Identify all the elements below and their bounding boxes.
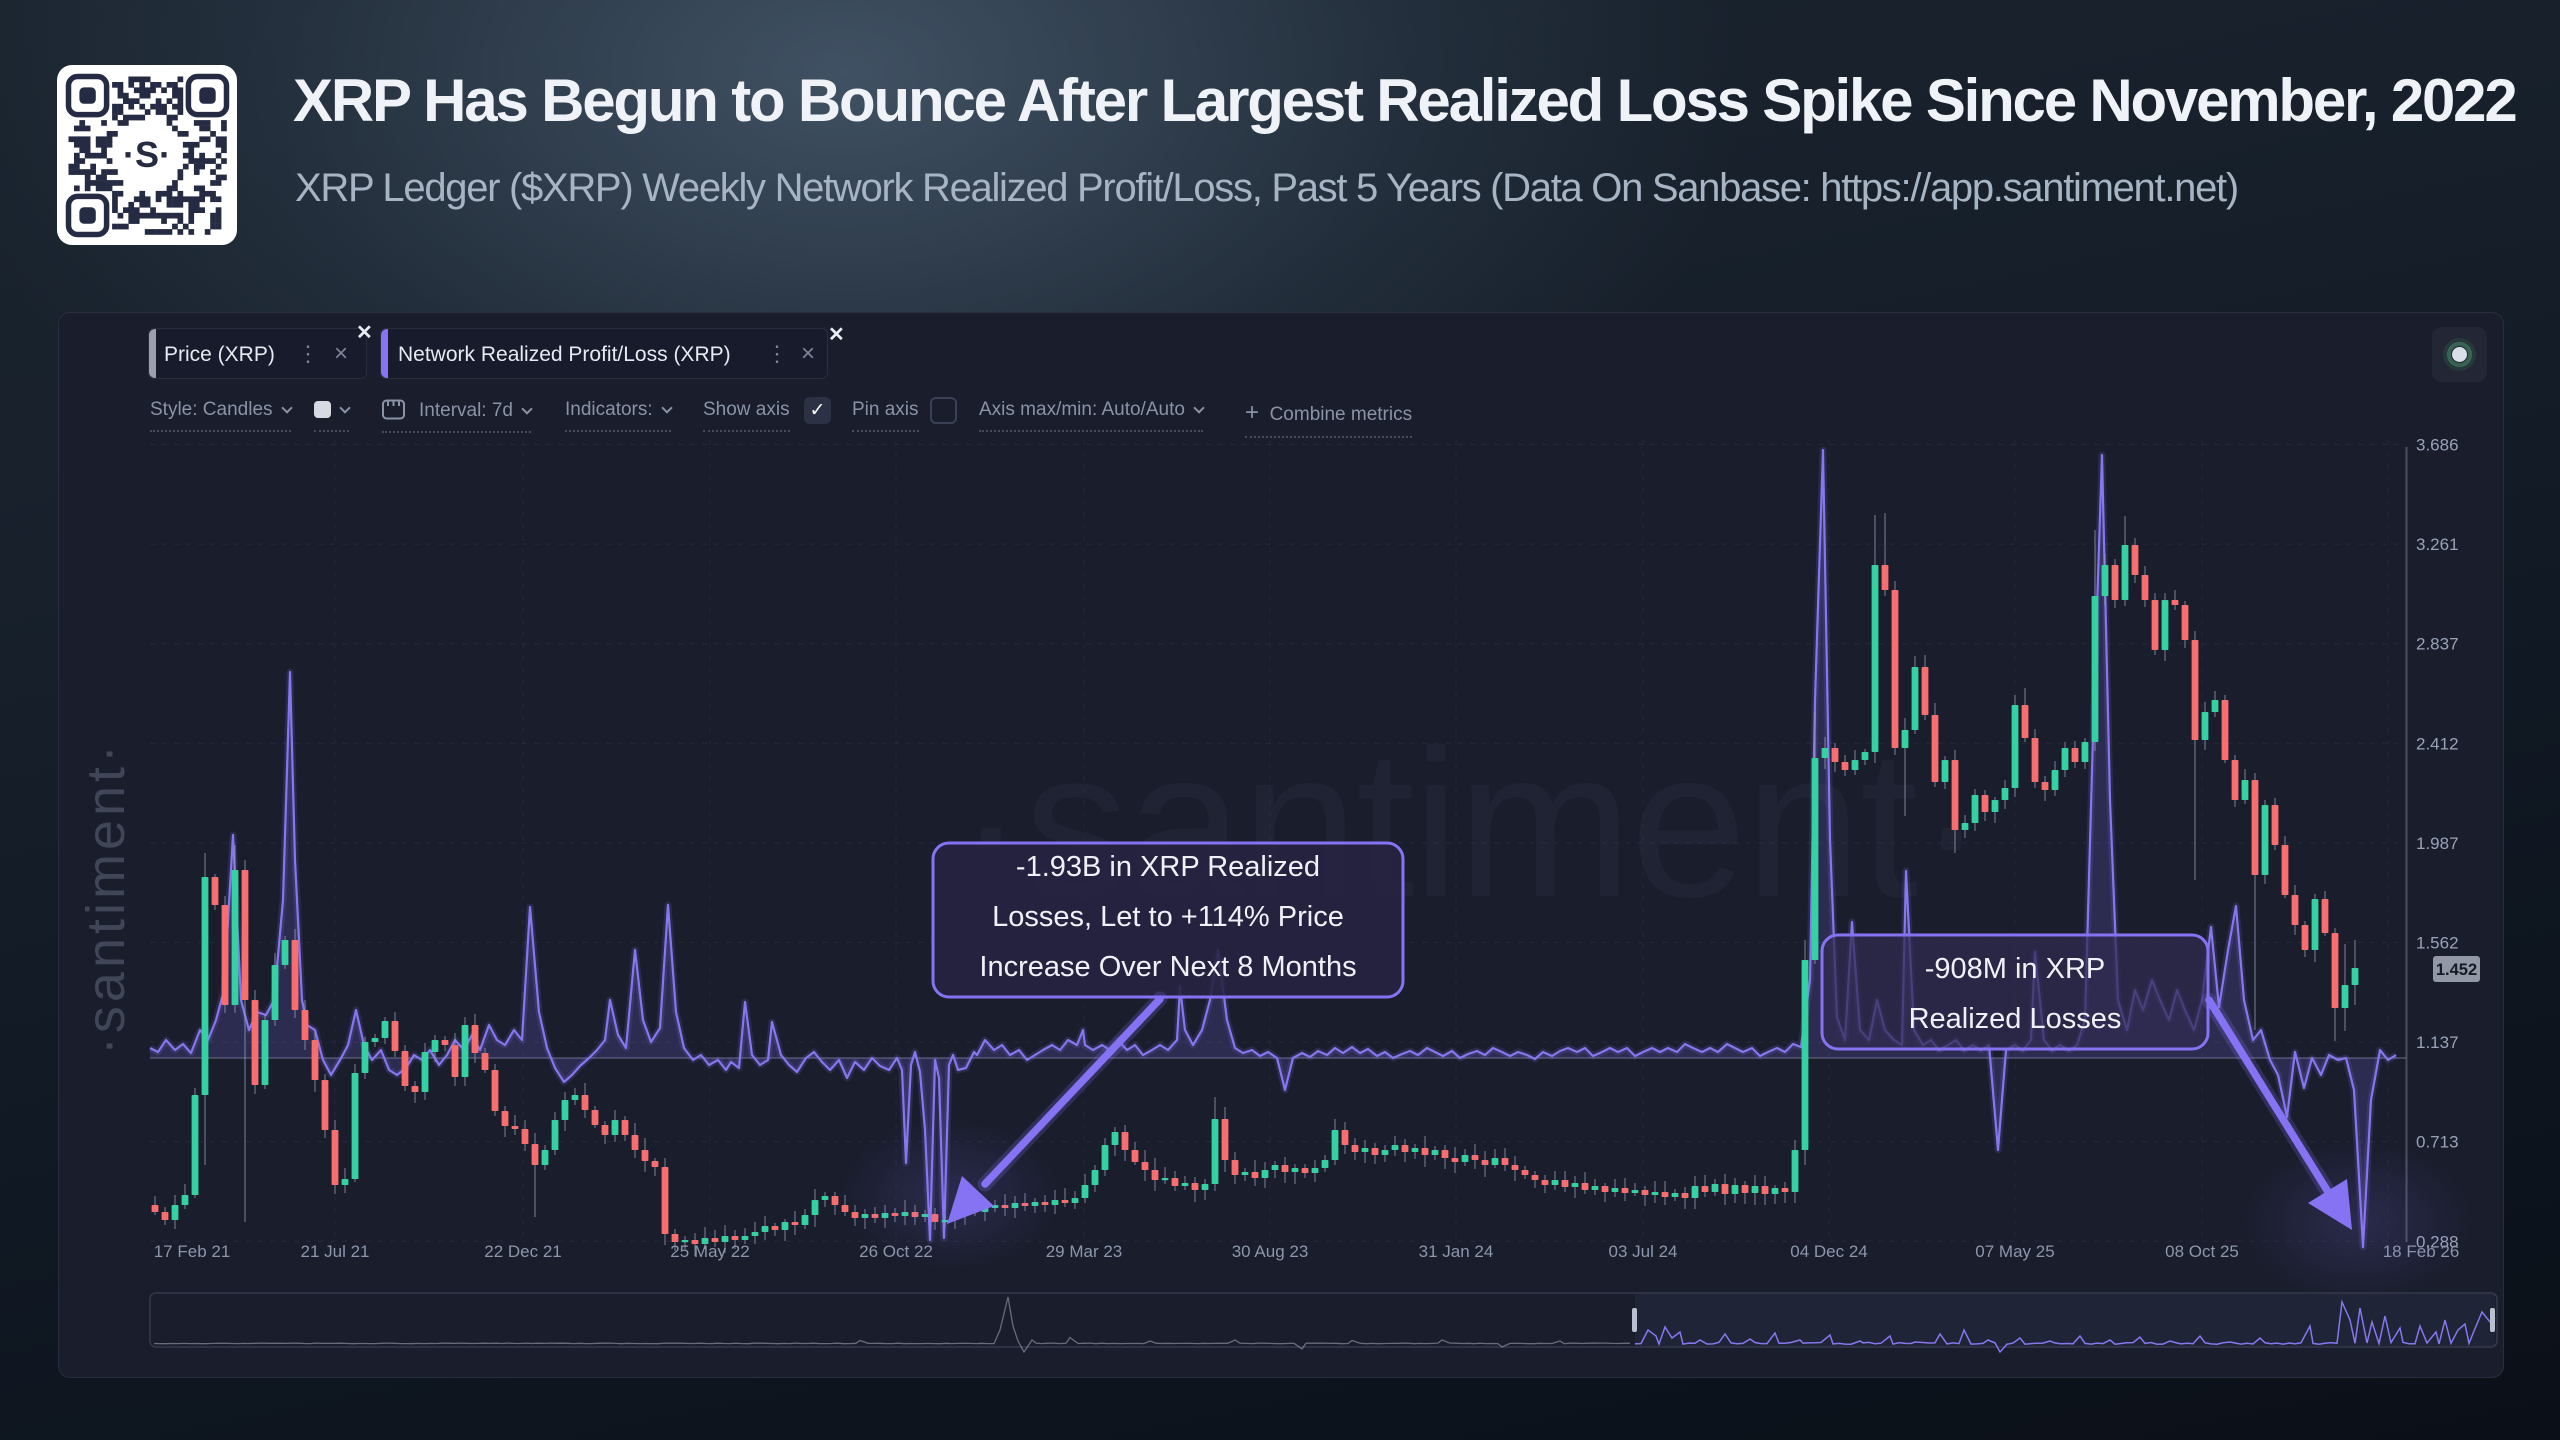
svg-text:·S·: ·S·: [123, 134, 171, 175]
